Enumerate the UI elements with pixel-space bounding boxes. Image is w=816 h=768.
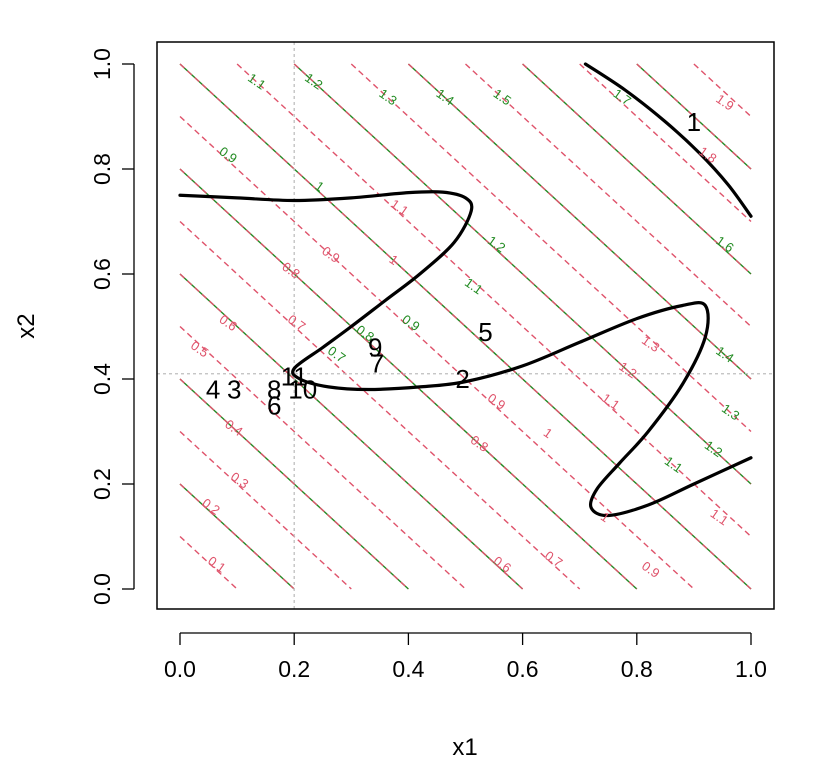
red-dashed-contour-label-6: 0.7 [285, 311, 308, 334]
y-tick-label-1: 0.2 [89, 468, 115, 500]
red-dashed-contour-18 [693, 63, 752, 118]
red-dashed-contour-label-5: 0.6 [217, 311, 240, 334]
red-dashed-contour-label-17: 1 [541, 425, 556, 441]
point-label-9: 9 [368, 333, 382, 363]
red-dashed-contour-label-23: 1.9 [713, 91, 736, 114]
red-dashed-contour-11 [293, 63, 752, 485]
point-label-6: 6 [267, 390, 281, 420]
red-dashed-contour-label-11: 0.9 [485, 390, 508, 413]
green-solid-contour-label-7: 1 [312, 178, 327, 194]
red-dashed-contour-label-2: 0.3 [228, 469, 251, 492]
green-solid-contour-label-0: 1.1 [245, 70, 268, 93]
red-dashed-contour-label-21: 1.1 [708, 506, 731, 529]
red-dashed-contour-15 [522, 63, 752, 275]
red-dashed-contour-label-16: 1 [598, 509, 613, 525]
red-dashed-contour-label-13: 0.6 [491, 553, 514, 576]
red-dashed-contour-12 [350, 63, 752, 433]
red-dashed-contour-17 [636, 63, 752, 170]
red-dashed-contour-label-8: 0.9 [319, 243, 342, 266]
x-tick-label-5: 1.0 [735, 656, 767, 682]
green-solid-contour-11 [751, 0, 816, 64]
x-tick-label-0: 0.0 [164, 656, 196, 682]
point-label-11: 11 [281, 361, 308, 391]
x-tick-label-1: 0.2 [278, 656, 310, 682]
point-label-2: 2 [455, 364, 469, 394]
green-solid-contour-10 [751, 0, 816, 64]
red-dashed-contour-1 [179, 483, 295, 590]
red-dashed-contour-6 [179, 220, 581, 590]
point-label-3: 3 [227, 375, 241, 405]
green-solid-contour-label-15: 1.3 [719, 401, 742, 424]
green-solid-contour-4 [179, 63, 752, 590]
red-dashed-contour-0 [179, 535, 238, 590]
red-dashed-contour-3 [179, 378, 409, 590]
red-dashed-contour-5 [179, 273, 524, 590]
green-solid-contour-label-8: 1.2 [485, 233, 508, 256]
red-dashed-contour-14 [465, 63, 752, 328]
red-dashed-contour-7 [179, 168, 638, 590]
y-tick-label-4: 0.8 [89, 153, 115, 185]
point-label-5: 5 [478, 317, 492, 347]
red-dashed-contour-10 [236, 63, 752, 538]
x-tick-label-2: 0.4 [392, 656, 424, 682]
point-label-7: 7 [370, 348, 384, 378]
green-solid-contour-label-5: 1.7 [611, 86, 634, 109]
green-solid-contour-label-13: 1.6 [713, 233, 736, 256]
red-dashed-contour-label-22: 1.8 [696, 143, 719, 166]
x-axis-label: x1 [452, 734, 477, 761]
x-tick-label-4: 0.8 [621, 656, 653, 682]
point-label-4: 4 [206, 375, 220, 405]
point-label-8: 8 [267, 375, 281, 405]
red-dashed-contour-13 [407, 63, 752, 380]
red-dashed-contour-label-15: 0.9 [639, 558, 662, 581]
reference-lines [157, 42, 774, 609]
green-solid-contour-label-9: 1.1 [462, 275, 485, 298]
red-dashed-contour-label-10: 1.1 [388, 196, 411, 219]
red-dashed-contour-label-18: 1.1 [599, 390, 622, 413]
y-axis-label: x2 [13, 313, 40, 338]
red-dashed-contour-label-0: 0.1 [205, 553, 228, 576]
red-dashed-contour-4 [179, 325, 466, 590]
green-solid-contour-label-10: 0.9 [399, 311, 422, 334]
red-dashed-contour-label-20: 1.3 [639, 332, 662, 355]
green-solid-contour-label-12: 0.7 [325, 343, 348, 366]
red-dashed-contour-8 [179, 115, 695, 590]
contour-lines [179, 0, 816, 590]
point-label-10: 10 [288, 375, 317, 405]
green-solid-contour-label-6: 0.9 [217, 143, 240, 166]
point-label-1: 1 [687, 107, 701, 137]
red-dashed-contour-16 [579, 63, 752, 223]
data-curves [178, 62, 753, 518]
red-dashed-contour-2 [179, 430, 352, 590]
y-axis: 0.0 0.2 0.4 0.6 0.8 1.0 [89, 48, 135, 605]
x-tick-label-3: 0.6 [507, 656, 539, 682]
y-tick-label-0: 0.0 [89, 573, 115, 605]
red-dashed-contour-label-14: 0.7 [542, 548, 565, 571]
upper-right-curve [583, 62, 753, 218]
red-dashed-contour-label-4: 0.5 [188, 338, 211, 361]
red-dashed-contour-label-1: 0.2 [199, 495, 222, 518]
plot-panel-border [156, 41, 775, 610]
main-curve [178, 190, 753, 518]
y-tick-label-5: 1.0 [89, 48, 115, 80]
y-tick-label-2: 0.4 [89, 363, 115, 395]
x-axis: 0.0 0.2 0.4 0.6 0.8 1.0 [164, 632, 767, 682]
y-tick-label-3: 0.6 [89, 258, 115, 290]
